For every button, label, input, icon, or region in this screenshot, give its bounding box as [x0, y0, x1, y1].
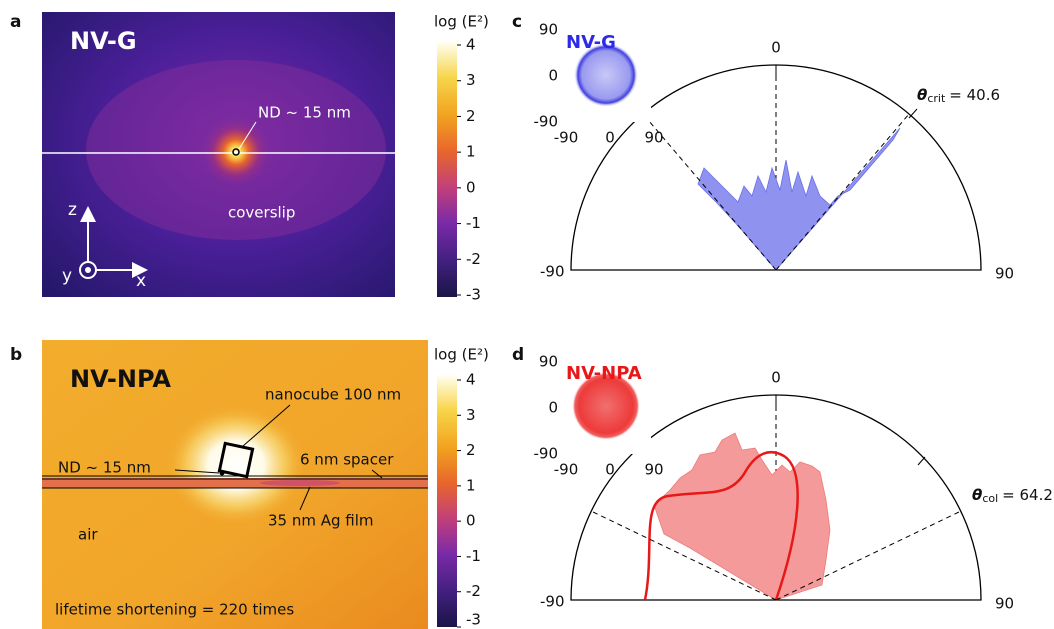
angle-label: θcol = 64.2	[972, 486, 1053, 506]
axis-icon	[85, 267, 91, 273]
angle-subscript: col	[982, 492, 998, 505]
panel-title: NV-NPA	[70, 365, 171, 393]
radiation-pattern	[698, 128, 900, 270]
colorbar-tick-label: 3	[466, 406, 476, 424]
colorbar-tick-label: -3	[466, 286, 481, 304]
colorbar-tick-label: 4	[466, 371, 476, 389]
panel-title: NV-G	[70, 27, 137, 55]
axis-name: x	[136, 271, 146, 291]
annotation: lifetime shortening = 220 times	[55, 601, 294, 619]
colorbar-tick-label: 2	[466, 441, 476, 459]
polar-tick	[918, 457, 925, 465]
polar-label: 0	[771, 369, 781, 387]
colorbar-tick-label: 4	[466, 36, 476, 54]
inset-tick-label: 90	[539, 21, 558, 39]
colorbar-tick-label: 1	[466, 143, 476, 161]
colorbar-tick-label: 3	[466, 71, 476, 89]
colorbar	[437, 375, 457, 627]
annotation: coverslip	[228, 204, 295, 222]
radiation-pattern	[654, 433, 830, 600]
axis-name: z	[68, 200, 77, 220]
colorbar-title: log (E²)	[434, 346, 489, 364]
panel-label: a	[10, 12, 21, 32]
polar-label: -90	[540, 263, 565, 281]
angle-label: θcrit= 40.6	[917, 86, 1000, 106]
annotation: 35 nm Ag film	[268, 512, 374, 530]
colorbar-tick-label: 0	[466, 178, 476, 196]
colorbar-tick-label: -1	[466, 214, 481, 232]
inset-tick-label: -90	[554, 129, 579, 147]
colorbar-tick-label: -2	[466, 250, 481, 268]
angle-value: = 40.6	[949, 86, 1000, 104]
inset-tick-label: 0	[605, 461, 615, 479]
panel-label: c	[512, 12, 522, 32]
inset-tick-label: 90	[644, 461, 663, 479]
annotation: nanocube 100 nm	[265, 386, 401, 404]
panel-label: b	[10, 345, 22, 365]
polar-label: -90	[540, 593, 565, 611]
colorbar-tick-label: -1	[466, 547, 481, 565]
inset-title: NV-NPA	[566, 363, 642, 384]
angle-symbol: θ	[972, 486, 982, 504]
inset-tick-label: 0	[605, 129, 615, 147]
inset-tick-label: 90	[644, 129, 663, 147]
colorbar-tick-label: -2	[466, 582, 481, 600]
colorbar-tick-label: -3	[466, 611, 481, 629]
polar-label: 0	[771, 39, 781, 57]
field-glow	[166, 405, 306, 525]
polar-label: 90	[995, 265, 1014, 283]
inset-tick-label: -90	[554, 461, 579, 479]
annotation: air	[78, 526, 98, 544]
angle-value: = 64.2	[1002, 486, 1053, 504]
annotation: 6 nm spacer	[300, 451, 394, 469]
colorbar-tick-label: 0	[466, 512, 476, 530]
inset-tick-label: 90	[539, 353, 558, 371]
colorbar-title: log (E²)	[434, 13, 489, 31]
inset-tick-label: 0	[548, 399, 558, 417]
inset-tick-label: 0	[548, 67, 558, 85]
annotation: ND ~ 15 nm	[58, 459, 151, 477]
figure: a NV-G ND ~ 15 nm coverslip z y x log (E…	[0, 0, 1054, 629]
inset-title: NV-G	[566, 32, 616, 53]
film-field	[260, 480, 340, 486]
annotation: ND ~ 15 nm	[258, 104, 351, 122]
axis-name: y	[62, 266, 72, 286]
field-glow	[200, 116, 272, 188]
colorbar-tick-label: 1	[466, 476, 476, 494]
angle-subscript: crit	[927, 92, 946, 105]
colorbar-tick-label: 2	[466, 107, 476, 125]
nanodiamond	[220, 471, 225, 476]
angle-symbol: θ	[917, 86, 927, 104]
polar-label: 90	[995, 595, 1014, 613]
colorbar	[437, 42, 457, 297]
panel-label: d	[512, 345, 524, 365]
